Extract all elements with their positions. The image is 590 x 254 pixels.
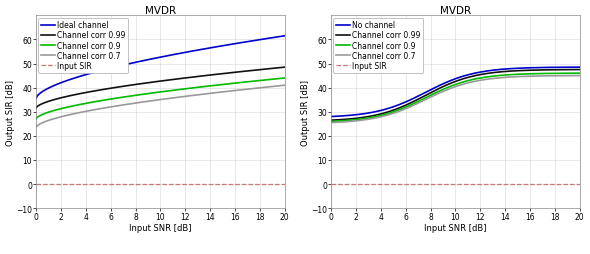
Title: MVDR: MVDR	[440, 6, 471, 15]
Channel corr 0.99	[553, 69, 560, 72]
Input SIR	[553, 183, 560, 186]
Y-axis label: Output SIR [dB]: Output SIR [dB]	[5, 80, 15, 145]
Channel corr 0.7	[475, 80, 482, 83]
Ideal channel	[281, 35, 288, 38]
Channel corr 0.9	[258, 80, 265, 83]
Channel corr 0.9	[553, 72, 560, 75]
Input SIR	[181, 183, 188, 186]
Channel corr 0.9	[327, 120, 335, 123]
Channel corr 0.7	[185, 95, 192, 98]
Channel corr 0.7	[180, 96, 187, 99]
Channel corr 0.9	[180, 88, 187, 91]
Channel corr 0.9	[537, 73, 544, 76]
X-axis label: Input SNR [dB]: Input SNR [dB]	[424, 223, 487, 232]
Input SIR	[258, 183, 265, 186]
Channel corr 0.9	[32, 118, 40, 121]
Input SIR	[476, 183, 483, 186]
Input SIR	[281, 183, 288, 186]
Line: Channel corr 0.9: Channel corr 0.9	[36, 79, 284, 119]
Input SIR	[576, 183, 583, 186]
Channel corr 0.99	[185, 77, 192, 80]
Channel corr 0.99	[329, 119, 336, 122]
Input SIR	[34, 183, 41, 186]
Line: Channel corr 0.7: Channel corr 0.7	[331, 76, 579, 123]
Input SIR	[180, 183, 187, 186]
Y-axis label: Output SIR [dB]: Output SIR [dB]	[300, 80, 310, 145]
Channel corr 0.7	[34, 125, 41, 128]
Channel corr 0.9	[281, 77, 288, 80]
No channel	[329, 116, 336, 119]
Input SIR	[327, 183, 335, 186]
Line: Channel corr 0.7: Channel corr 0.7	[36, 86, 284, 128]
No channel	[475, 72, 482, 75]
Channel corr 0.7	[258, 87, 265, 90]
Channel corr 0.9	[242, 81, 249, 84]
Channel corr 0.7	[32, 126, 40, 129]
Channel corr 0.9	[480, 77, 487, 80]
Channel corr 0.9	[185, 88, 192, 91]
Ideal channel	[242, 41, 249, 44]
Channel corr 0.99	[242, 70, 249, 73]
Channel corr 0.99	[475, 74, 482, 77]
Channel corr 0.99	[576, 69, 583, 72]
Ideal channel	[181, 52, 188, 55]
Channel corr 0.99	[476, 74, 483, 77]
Channel corr 0.7	[553, 75, 560, 78]
Line: Channel corr 0.99: Channel corr 0.99	[36, 68, 284, 109]
No channel	[553, 67, 560, 70]
Line: Ideal channel: Ideal channel	[36, 37, 284, 99]
No channel	[327, 116, 335, 119]
Channel corr 0.99	[480, 73, 487, 76]
Channel corr 0.99	[281, 66, 288, 69]
Input SIR	[537, 183, 544, 186]
Line: No channel: No channel	[331, 68, 579, 117]
No channel	[476, 71, 483, 74]
Channel corr 0.7	[181, 96, 188, 99]
Ideal channel	[185, 51, 192, 54]
Ideal channel	[34, 96, 41, 99]
Channel corr 0.7	[327, 122, 335, 125]
Channel corr 0.99	[180, 77, 187, 81]
Line: Channel corr 0.99: Channel corr 0.99	[331, 70, 579, 121]
Input SIR	[32, 183, 40, 186]
Ideal channel	[258, 39, 265, 42]
Channel corr 0.99	[537, 69, 544, 72]
Channel corr 0.99	[258, 69, 265, 72]
Channel corr 0.7	[476, 80, 483, 83]
Channel corr 0.9	[576, 72, 583, 75]
Channel corr 0.7	[281, 84, 288, 87]
Channel corr 0.7	[242, 88, 249, 91]
Channel corr 0.9	[475, 77, 482, 81]
X-axis label: Input SNR [dB]: Input SNR [dB]	[129, 223, 192, 232]
Title: MVDR: MVDR	[145, 6, 176, 15]
No channel	[537, 67, 544, 70]
Channel corr 0.9	[181, 88, 188, 91]
Input SIR	[185, 183, 192, 186]
Channel corr 0.99	[327, 119, 335, 122]
No channel	[576, 66, 583, 69]
Legend: Ideal channel, Channel corr 0.99, Channel corr 0.9, Channel corr 0.7, Input SIR: Ideal channel, Channel corr 0.99, Channe…	[38, 19, 128, 73]
Input SIR	[475, 183, 482, 186]
Channel corr 0.99	[32, 107, 40, 110]
No channel	[480, 71, 487, 74]
Input SIR	[242, 183, 249, 186]
Channel corr 0.7	[329, 121, 336, 124]
Channel corr 0.7	[537, 75, 544, 78]
Input SIR	[480, 183, 487, 186]
Legend: No channel, Channel corr 0.99, Channel corr 0.9, Channel corr 0.7, Input SIR: No channel, Channel corr 0.99, Channel c…	[333, 19, 423, 73]
Channel corr 0.7	[480, 79, 487, 82]
Channel corr 0.99	[181, 77, 188, 80]
Channel corr 0.9	[329, 120, 336, 123]
Channel corr 0.9	[476, 77, 483, 81]
Channel corr 0.9	[34, 117, 41, 120]
Input SIR	[329, 183, 336, 186]
Ideal channel	[180, 52, 187, 55]
Line: Channel corr 0.9: Channel corr 0.9	[331, 74, 579, 122]
Channel corr 0.99	[34, 106, 41, 109]
Channel corr 0.7	[576, 75, 583, 78]
Ideal channel	[32, 98, 40, 101]
